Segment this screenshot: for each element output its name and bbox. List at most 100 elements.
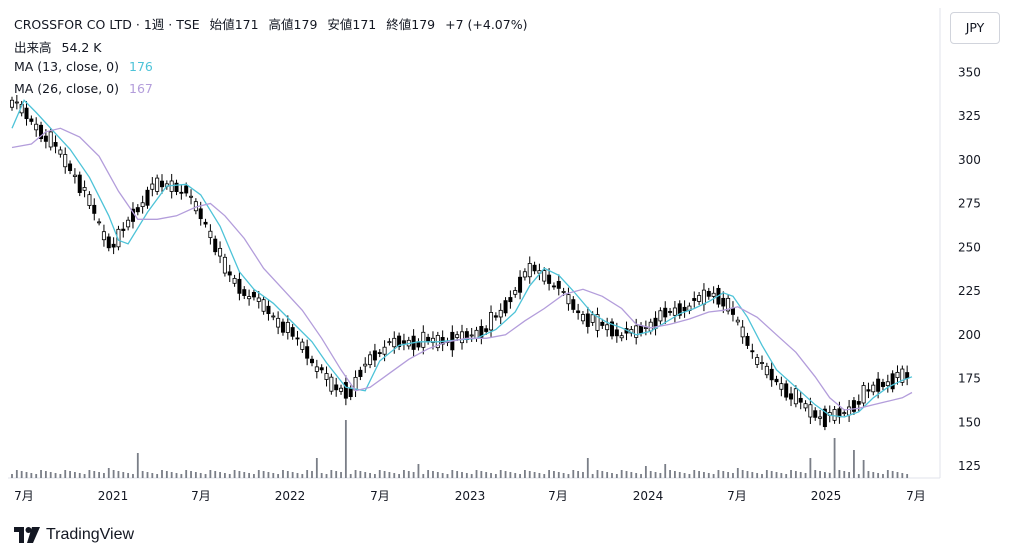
y-tick-label: 325 — [958, 109, 981, 123]
candle-body — [479, 325, 484, 338]
volume-bar — [378, 470, 381, 478]
candle-body — [34, 123, 39, 131]
candle-body — [377, 352, 382, 355]
volume-bar — [824, 472, 826, 478]
tradingview-logo[interactable]: TradingView — [14, 526, 134, 544]
volume-bar — [320, 473, 323, 478]
volume-bar — [601, 471, 604, 478]
volume-bar — [83, 474, 86, 478]
candle-body — [730, 307, 735, 315]
candle-body — [619, 335, 624, 339]
candle-body — [92, 204, 97, 214]
candle-body — [745, 335, 750, 346]
volume-bar — [678, 472, 681, 478]
candle-body — [774, 378, 779, 383]
volume-bar — [282, 470, 284, 478]
candle-body — [735, 319, 740, 323]
candle-body — [585, 313, 590, 327]
volume-bar — [553, 471, 555, 478]
volume-bar — [485, 472, 488, 478]
x-tick-label: 7月 — [191, 489, 211, 503]
volume-bar — [693, 470, 696, 478]
candle-body — [726, 297, 731, 312]
candle-body — [334, 384, 339, 391]
separator: · — [168, 17, 173, 32]
ma13-value: 176 — [129, 59, 153, 74]
candle-body — [493, 315, 498, 318]
volume-bar — [514, 473, 517, 478]
currency-button[interactable]: JPY — [950, 12, 1000, 44]
ma26-legend[interactable]: MA (26, close, 0) 167 — [14, 81, 153, 96]
candle-body — [271, 315, 276, 318]
x-tick-label: 7月 — [548, 489, 568, 503]
volume-bar — [136, 453, 139, 478]
volume-bar — [369, 473, 371, 478]
volume-bar — [190, 471, 192, 478]
time-axis: 7月 2021 7月 2022 7月 2023 7月 2024 7月 2025 7月 — [14, 489, 926, 503]
volume-bar — [770, 471, 773, 478]
candle-body — [208, 230, 213, 238]
y-tick-label: 250 — [958, 240, 981, 254]
candle-body — [68, 163, 73, 171]
candle-body — [135, 207, 140, 213]
candle-body — [518, 276, 523, 293]
volume-bar — [175, 473, 178, 478]
volume-bar — [853, 450, 855, 478]
candle-body — [513, 290, 518, 295]
candle-body — [247, 296, 252, 300]
volume-bar — [407, 471, 410, 478]
volume-legend[interactable]: 出来高 54.2 K — [14, 37, 102, 56]
volume-bar — [649, 471, 652, 478]
candle-body — [29, 118, 34, 122]
volume-bar — [741, 470, 744, 478]
candle-body — [818, 416, 823, 419]
candle-body — [256, 297, 261, 302]
volume-bar — [69, 471, 71, 478]
candle-body — [793, 388, 798, 405]
volume-bar — [194, 472, 197, 478]
candle-body — [900, 368, 905, 383]
volume-bar — [146, 472, 149, 478]
volume-bar — [611, 473, 613, 478]
symbol-name[interactable]: CROSSFOR CO LTD — [14, 17, 132, 32]
volume-bar — [461, 472, 463, 478]
x-tick-label: 2023 — [455, 489, 486, 503]
candle-body — [126, 219, 131, 228]
y-tick-label: 150 — [958, 415, 981, 429]
candle-body — [48, 131, 53, 148]
candle-body — [890, 373, 895, 390]
volume-bar — [625, 471, 628, 478]
volume-bar — [736, 468, 739, 478]
volume-bar — [761, 474, 763, 478]
candle-body — [556, 280, 561, 289]
interval[interactable]: 1週 — [143, 17, 165, 32]
volume-bar — [301, 474, 304, 478]
volume-bar — [359, 471, 362, 478]
volume-bar — [722, 471, 725, 478]
candle-body — [639, 325, 644, 334]
candle-body — [527, 263, 532, 278]
ma13-legend[interactable]: MA (13, close, 0) 176 — [14, 59, 153, 74]
ma13-label: MA (13, close, 0) — [14, 59, 120, 74]
x-tick-label: 7月 — [727, 489, 747, 503]
volume-bar — [746, 471, 749, 478]
candle-body — [24, 107, 29, 120]
candle-body — [150, 183, 155, 190]
candle-body — [532, 264, 537, 272]
volume-bar — [349, 474, 352, 478]
candle-body — [77, 174, 82, 193]
volume-bar — [117, 471, 120, 478]
volume-bar — [862, 460, 865, 478]
candle-body — [721, 297, 726, 307]
change-value: +7 (+4.07%) — [445, 17, 528, 32]
x-tick-label: 7月 — [906, 489, 926, 503]
x-tick-label: 2025 — [811, 489, 842, 503]
candle-body — [498, 309, 503, 318]
candle-body — [459, 331, 464, 344]
volume-bar — [20, 471, 23, 478]
volume-bar — [785, 474, 788, 478]
candle-body — [895, 371, 900, 379]
candle-body — [87, 194, 92, 206]
